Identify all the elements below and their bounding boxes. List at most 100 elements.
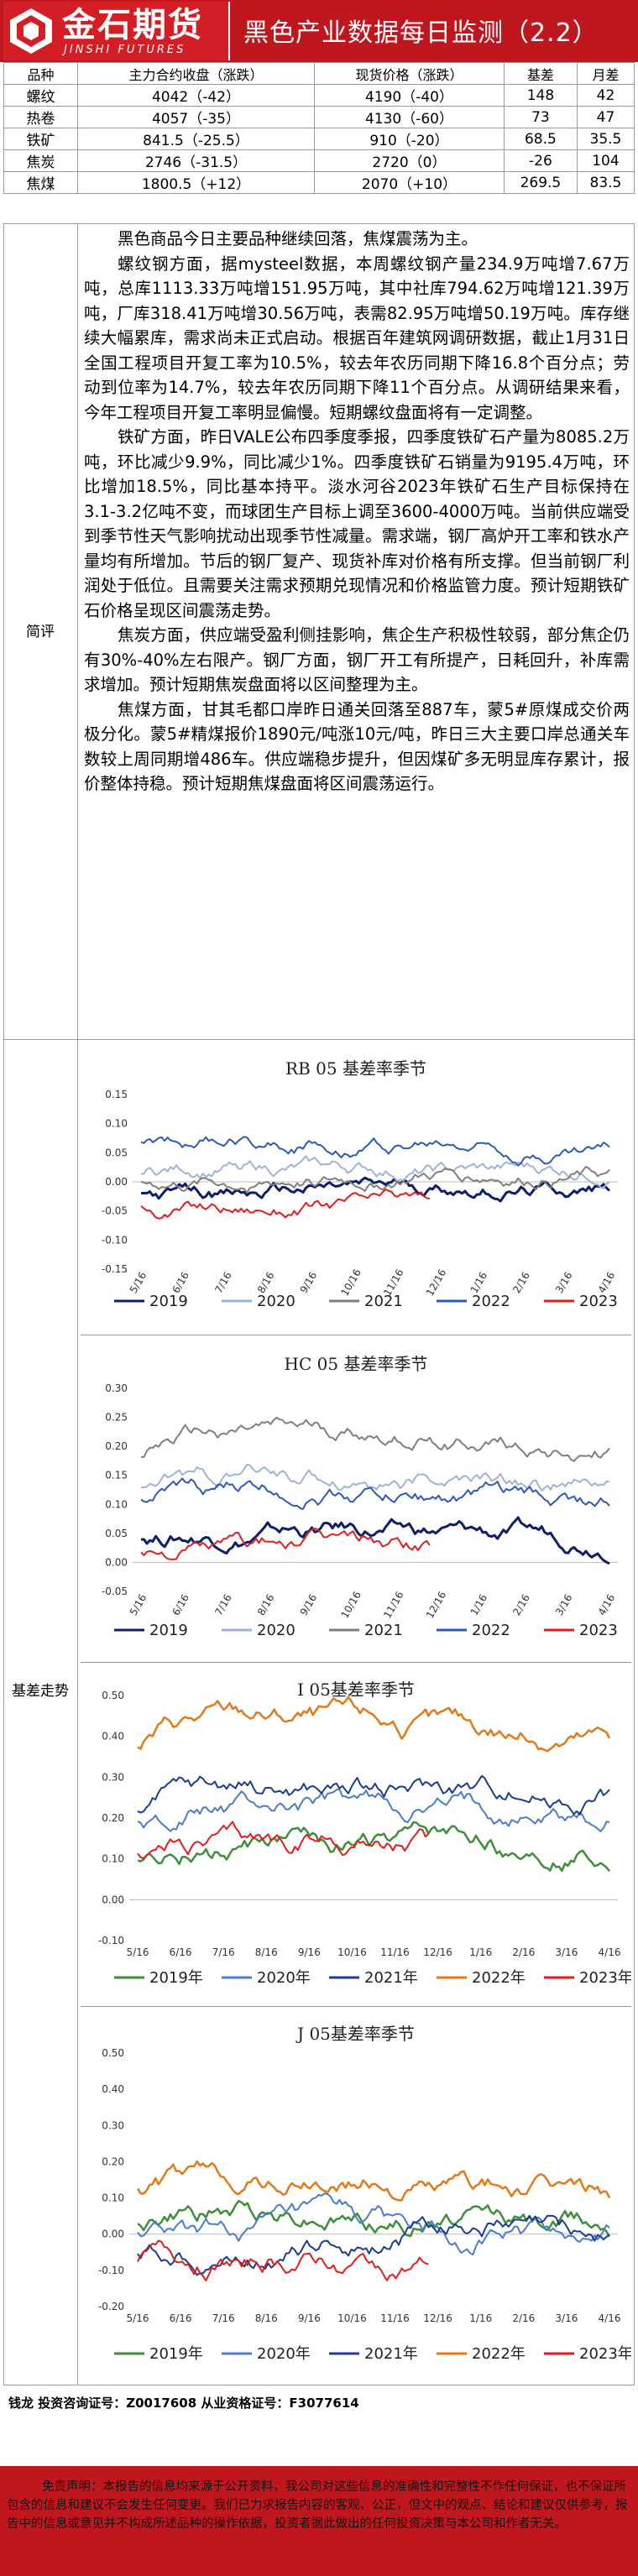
series-line — [140, 1416, 610, 1462]
x-tick-label: 9/16 — [298, 2312, 321, 2324]
company-logo: 金石期货 JINSHI FUTURES — [3, 2, 230, 60]
legend-label: 2019年 — [149, 1969, 203, 1987]
legend-label: 2023年 — [579, 2345, 631, 2363]
y-tick-label: 0.00 — [105, 1556, 128, 1568]
table-cell: 148 — [503, 84, 578, 107]
y-tick-label: -0.10 — [102, 1234, 128, 1246]
y-tick-label: -0.05 — [102, 1205, 128, 1217]
x-tick-label: 3/16 — [555, 2312, 578, 2324]
table-cell: 4190（-40） — [313, 84, 505, 107]
x-tick-label: 5/16 — [128, 1592, 149, 1617]
x-tick-label: 11/16 — [381, 1590, 405, 1621]
x-tick-label: 2/16 — [512, 2312, 535, 2324]
y-tick-label: 0.00 — [102, 1894, 124, 1905]
x-tick-label: 7/16 — [212, 1946, 235, 1958]
y-tick-label: -0.15 — [102, 1263, 128, 1275]
y-tick-label: 0.05 — [105, 1528, 128, 1539]
table-cell: 2720（0） — [313, 149, 505, 172]
x-tick-label: 6/16 — [170, 1946, 192, 1958]
table-cell: 68.5 — [503, 128, 578, 150]
x-tick-label: 10/16 — [337, 1946, 367, 1958]
x-tick-label: 11/16 — [380, 2312, 410, 2324]
series-line — [140, 1155, 610, 1189]
chart-svg: RB 05 基差率季节 0.15 0.10 0.05 0.00 -0.05 -0.10 -0.… — [102, 1058, 618, 1310]
legend-label: 2021年 — [364, 2345, 418, 2363]
legend-label: 2022年 — [472, 1969, 526, 1987]
table-cell: 4057（-35） — [77, 106, 315, 128]
x-tick-label: 1/16 — [469, 1946, 492, 1958]
table-cell: 焦煤 — [3, 171, 78, 194]
x-tick-label: 4/16 — [599, 2312, 621, 2324]
series-line — [140, 1463, 610, 1492]
y-tick-label: 0.40 — [102, 1731, 124, 1743]
summary-paragraph: 螺纹钢方面，据mysteel数据，本周螺纹钢产量234.9万吨增7.67万吨，总… — [84, 253, 630, 422]
series-line — [140, 1176, 611, 1203]
y-tick-label: -0.10 — [98, 1935, 124, 1946]
table-cell: 104 — [576, 149, 635, 172]
legend-label: 2020年 — [257, 1969, 311, 1987]
table-cell: 焦炭 — [3, 149, 78, 172]
x-tick-label: 12/16 — [423, 1946, 452, 1958]
x-tick-label: 1/16 — [468, 1270, 490, 1295]
y-tick-label: 0.10 — [102, 2192, 124, 2204]
table-cell: 1800.5（+12） — [77, 171, 315, 194]
market-summary: 黑色商品今日主要品种继续回落，焦煤震荡为主。 螺纹钢方面，据mysteel数据，… — [84, 227, 630, 797]
x-tick-label: 2/16 — [512, 1946, 535, 1958]
y-tick-label: 0.50 — [102, 2047, 124, 2059]
legend-label: 2020年 — [257, 2345, 311, 2363]
chart-title: J 05基差率季节 — [295, 2024, 415, 2044]
x-tick-label: 8/16 — [255, 1592, 277, 1617]
x-tick-label: 4/16 — [599, 1946, 621, 1958]
table-row: 焦炭 2746（-31.5） 2720（0） -26 104 — [3, 149, 635, 172]
logo-english-name: JINSHI FUTURES — [64, 44, 186, 56]
disclaimer: 免责声明：本报告的信息均来源于公开资料，我公司对这些信息的准确性和完整性不作任何… — [0, 2466, 638, 2576]
x-tick-label: 3/16 — [553, 1270, 575, 1295]
y-tick-label: 0.25 — [105, 1412, 128, 1424]
legend-label: 2023 — [579, 1293, 618, 1310]
x-tick-label: 7/16 — [212, 2312, 235, 2324]
table-cell: 83.5 — [576, 171, 635, 194]
x-tick-label: 10/16 — [338, 1267, 363, 1298]
analyst-contact: 钱龙 投资咨询证号：Z0017608 从业资格证号：F3077614 — [8, 2396, 359, 2411]
table-cell: 4130（-60） — [313, 106, 505, 128]
x-tick-label: 9/16 — [298, 1946, 321, 1958]
x-tick-label: 2/16 — [510, 1592, 532, 1617]
series-line — [140, 1516, 610, 1565]
y-tick-label: -0.05 — [102, 1586, 128, 1597]
table-row: 热卷 4057（-35） 4130（-60） 73 47 — [3, 106, 635, 128]
legend-label: 2019 — [149, 1622, 188, 1639]
y-tick-label: 0.20 — [102, 2155, 124, 2167]
series-line — [137, 1821, 610, 1873]
x-tick-label: 8/16 — [255, 1270, 277, 1295]
legend-label: 2019 — [149, 1293, 188, 1310]
x-tick-label: 7/16 — [212, 1270, 234, 1295]
chart-svg: J 05基差率季节 0.50 0.40 0.30 0.20 0.10 0.00 -0.10 -0… — [98, 2024, 631, 2363]
legend-label: 2021 — [364, 1622, 403, 1639]
series-line — [137, 2192, 610, 2256]
summary-paragraph: 焦煤方面，甘其毛都口岸昨日通关回落至887车，蒙5#原煤成交价两极分化。蒙5#精… — [84, 699, 630, 794]
series-line — [136, 2160, 611, 2202]
table-cell: 螺纹 — [3, 84, 78, 107]
report-title: 黑色产业数据每日监测（2.2） — [243, 18, 599, 48]
x-tick-label: 3/16 — [555, 1946, 578, 1958]
legend-label: 2020 — [257, 1293, 295, 1310]
legend-label: 2021 — [364, 1293, 403, 1310]
series-line — [137, 1788, 610, 1832]
chart-title: HC 05 基差率季节 — [285, 1354, 428, 1374]
table-cell: 2746（-31.5） — [77, 149, 315, 172]
series-line — [137, 1696, 611, 1753]
table-header-cell: 基差 — [503, 62, 578, 85]
report-header: 金石期货 JINSHI FUTURES 黑色产业数据每日监测（2.2） — [0, 0, 638, 62]
legend-label: 2023 — [579, 1622, 618, 1639]
table-header-cell: 品种 — [3, 62, 78, 85]
x-tick-label: 7/16 — [212, 1592, 234, 1617]
column-divider — [77, 223, 78, 2385]
x-tick-label: 8/16 — [255, 2312, 278, 2324]
x-tick-label: 6/16 — [170, 1270, 191, 1295]
x-tick-label: 10/16 — [337, 2312, 367, 2324]
x-tick-label: 1/16 — [468, 1592, 490, 1617]
y-tick-label: 0.10 — [102, 1853, 124, 1865]
table-cell: 42 — [576, 84, 635, 107]
y-tick-label: 0.15 — [105, 1470, 128, 1481]
legend-label: 2022 — [472, 1293, 510, 1310]
